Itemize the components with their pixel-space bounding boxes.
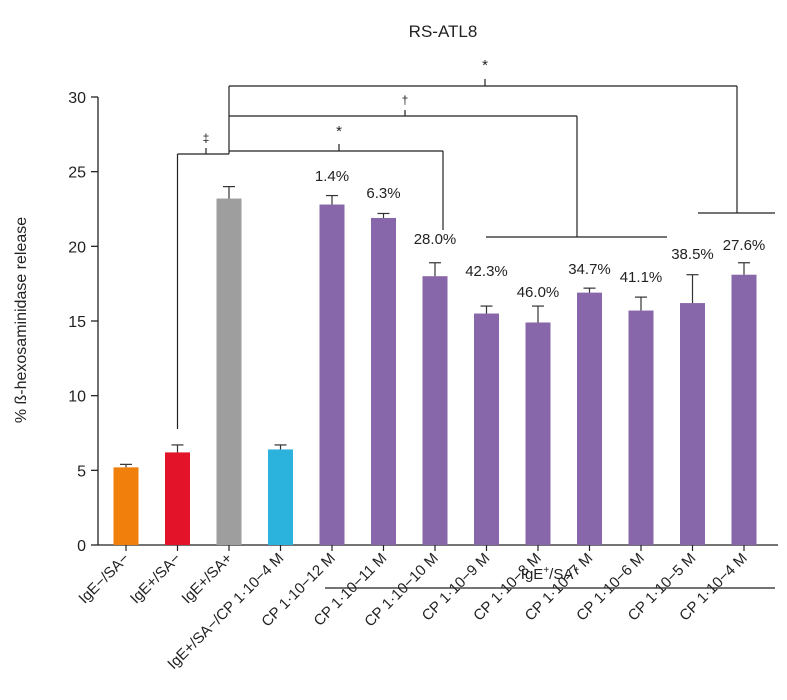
chart-title: RS-ATL8 <box>409 22 478 41</box>
bar <box>422 276 448 545</box>
y-axis-label: % ß-hexosaminidase release <box>13 217 30 423</box>
significance-marker: † <box>402 93 409 107</box>
significance-marker: * <box>336 123 342 140</box>
y-tick-label: 20 <box>68 239 86 256</box>
y-ticks: 0 5 10 15 20 25 30 <box>68 90 98 555</box>
inhibition-label: 41.1% <box>620 269 663 286</box>
y-tick-label: 15 <box>68 314 86 331</box>
bar <box>371 217 396 545</box>
bar <box>268 449 293 545</box>
inhibition-label: 46.0% <box>517 284 560 301</box>
bar <box>628 310 654 545</box>
y-tick-label: 0 <box>77 538 86 555</box>
bar <box>525 322 551 545</box>
bar <box>165 452 190 545</box>
bar <box>731 274 757 545</box>
bar <box>474 313 499 545</box>
y-tick-label: 5 <box>77 463 86 480</box>
significance-marker: ‡ <box>203 131 210 145</box>
significance-marker: * <box>482 57 488 74</box>
y-tick-label: 25 <box>68 165 86 182</box>
inhibition-label: 28.0% <box>414 231 457 248</box>
bar <box>319 204 345 545</box>
inhibition-label: 1.4% <box>315 168 349 185</box>
x-tick-label: IgE−/SA− <box>75 550 133 608</box>
inhibition-label: 38.5% <box>671 246 714 263</box>
group-label: IgE+/SA+ <box>521 565 580 583</box>
inhibition-labels: 1.4% 6.3% 28.0% 42.3% 46.0% 34.7% 41.1% 38.5% 27… <box>315 168 765 301</box>
inhibition-label: 6.3% <box>366 185 400 202</box>
inhibition-label: 42.3% <box>465 263 508 280</box>
significance-brackets: ‡ * † * <box>176 57 775 429</box>
bar <box>680 303 705 545</box>
x-tick-label: IgE+/SA− <box>127 550 185 608</box>
y-tick-label: 30 <box>68 90 86 107</box>
error-bars <box>120 186 750 468</box>
bar <box>577 292 602 545</box>
inhibition-label: 27.6% <box>723 237 766 254</box>
bar <box>113 467 139 545</box>
inhibition-label: 34.7% <box>568 261 611 278</box>
x-tick-labels: IgE−/SA−IgE+/SA−IgE+/SA+IgE+/SA−/CP 1·10… <box>75 550 750 673</box>
bar <box>216 198 242 545</box>
y-tick-label: 10 <box>68 389 86 406</box>
bars <box>113 198 757 545</box>
